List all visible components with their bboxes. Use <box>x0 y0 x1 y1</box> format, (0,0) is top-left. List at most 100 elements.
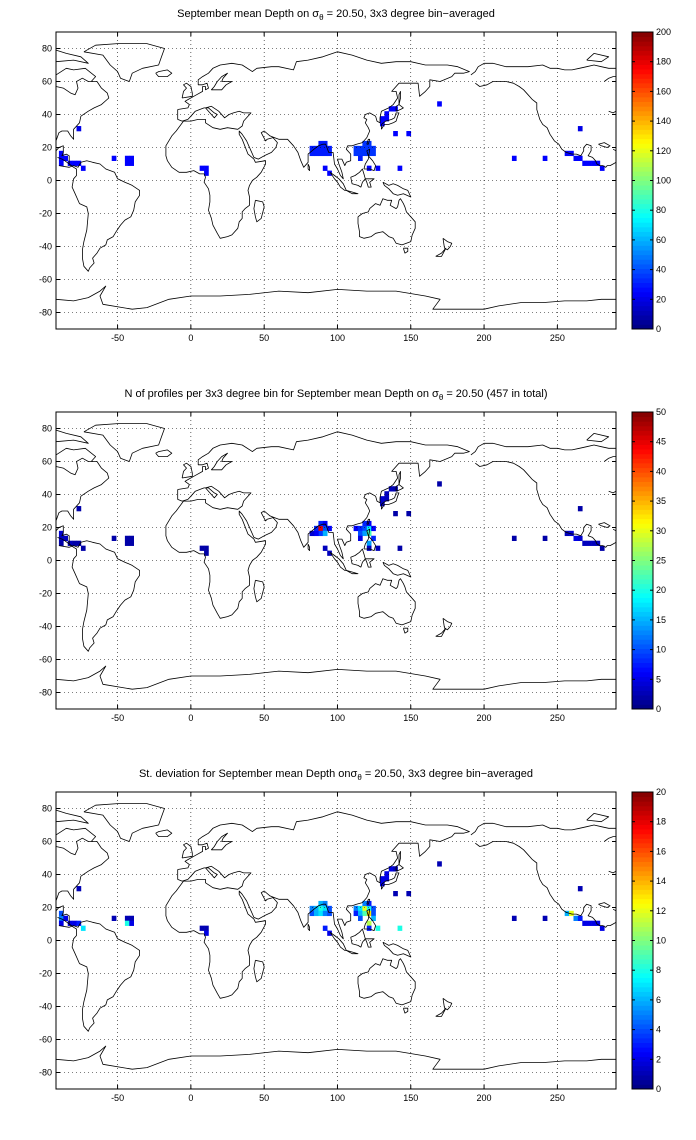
data-cell <box>437 861 442 867</box>
colorbar-segment <box>632 166 653 172</box>
colorbar-segment <box>632 634 653 640</box>
coastline <box>475 461 617 548</box>
colorbar-segment <box>632 921 653 927</box>
x-tick-label: 0 <box>188 333 193 343</box>
colorbar-segment <box>632 824 653 830</box>
coastline <box>57 537 140 652</box>
coastline <box>55 809 89 824</box>
colorbar-tick-label: 30 <box>656 526 666 536</box>
colorbar-segment <box>632 560 653 566</box>
data-cell <box>564 150 570 157</box>
x-tick-label: 200 <box>477 1093 492 1103</box>
data-cell <box>309 530 315 537</box>
panel-mean-depth: September mean Depth on σθ = 20.50, 3x3 … <box>0 0 696 370</box>
axis-ticks: -50 0 50 100 150 200 250 -80 -60 -40 -20 0 20 40 60 80 <box>39 412 616 723</box>
colorbar-tick-label: 20 <box>656 294 666 304</box>
colorbar-tick-label: 20 <box>656 787 666 797</box>
colorbar-tick-label: 45 <box>656 437 666 447</box>
colorbar-segment <box>632 592 653 599</box>
data-cell <box>327 145 332 152</box>
data-cell <box>375 925 381 931</box>
y-tick-label: 20 <box>42 143 52 153</box>
coastline <box>55 665 616 690</box>
data-cells <box>58 481 605 556</box>
coastline <box>604 76 616 82</box>
colorbar-segment <box>632 254 653 260</box>
colorbar-segment <box>632 903 653 909</box>
colorbar-segment <box>632 476 653 483</box>
data-cell <box>58 910 64 917</box>
colorbar-segment <box>632 1033 653 1039</box>
data-cell <box>393 891 398 897</box>
data-cell <box>322 145 328 152</box>
colorbar-segment <box>632 486 653 492</box>
data-cell <box>67 160 73 166</box>
data-cell <box>591 920 596 926</box>
colorbar-tick-label: 0 <box>656 324 661 334</box>
colorbar-segment <box>632 537 653 543</box>
colorbar-tick-label: 40 <box>656 466 666 476</box>
colorbar-segment <box>632 161 653 167</box>
data-cell <box>322 925 328 931</box>
colorbar-segment <box>632 305 653 311</box>
data-cell <box>314 905 319 912</box>
colorbar-tick-label: 60 <box>656 235 666 245</box>
data-cell <box>58 155 64 161</box>
colorbar-segment <box>632 926 653 932</box>
colorbar-tick-label: 18 <box>656 817 666 827</box>
colorbar-tick-label: 140 <box>656 116 671 126</box>
x-tick-label: 250 <box>550 333 565 343</box>
colorbar-segment <box>632 416 653 422</box>
y-tick-label: -40 <box>39 622 52 632</box>
data-cell <box>379 876 385 882</box>
data-cell <box>542 535 548 541</box>
colorbar-segment <box>632 620 653 626</box>
colorbar-segment <box>632 291 653 297</box>
y-tick-label: -20 <box>39 589 52 599</box>
coastline <box>403 627 409 634</box>
colorbar-segment <box>632 565 653 571</box>
colorbar-segment <box>632 889 653 895</box>
colorbar-segment <box>632 73 653 79</box>
data-cell <box>327 930 332 936</box>
data-cell <box>577 126 583 132</box>
data-cell <box>371 910 376 917</box>
colorbar-segment <box>632 1014 653 1020</box>
coastline <box>598 142 611 148</box>
colorbar-segment <box>632 412 653 418</box>
axis-ticks: -50 0 50 100 150 200 250 -80 -60 -40 -20 0 20 40 60 80 <box>39 32 616 343</box>
data-cell <box>357 915 363 921</box>
colorbar-tick-label: 6 <box>656 995 661 1005</box>
colorbar-tick-label: 120 <box>656 146 671 156</box>
y-tick-label: 60 <box>42 837 52 847</box>
colorbar-segment <box>632 421 653 427</box>
data-cell <box>318 145 324 152</box>
y-tick-label: -20 <box>39 209 52 219</box>
colorbar-segment <box>632 287 653 293</box>
coastline <box>55 905 71 926</box>
data-cell <box>591 160 596 166</box>
data-cell <box>353 905 359 912</box>
colorbar-segment <box>632 78 653 84</box>
x-tick-label: 50 <box>259 333 269 343</box>
coastline <box>55 49 89 64</box>
colorbar-segment <box>632 277 653 283</box>
coastline <box>604 836 616 842</box>
colorbar-segment <box>632 453 653 459</box>
colorbar-segment <box>632 472 653 478</box>
coastline <box>83 803 165 842</box>
data-cell <box>204 550 209 556</box>
data-cell <box>582 160 587 166</box>
colorbar-tick-label: 160 <box>656 86 671 96</box>
colorbar-segment <box>632 940 653 946</box>
colorbar-segment <box>632 1019 653 1025</box>
coastline <box>57 917 140 1032</box>
coastline <box>586 53 610 63</box>
data-cell <box>314 530 319 537</box>
data-cell <box>353 150 359 157</box>
data-cell <box>322 525 328 532</box>
colorbar-segment <box>632 917 653 923</box>
colorbar-segment <box>632 208 653 214</box>
data-cell <box>437 481 442 487</box>
data-cell <box>129 155 134 161</box>
